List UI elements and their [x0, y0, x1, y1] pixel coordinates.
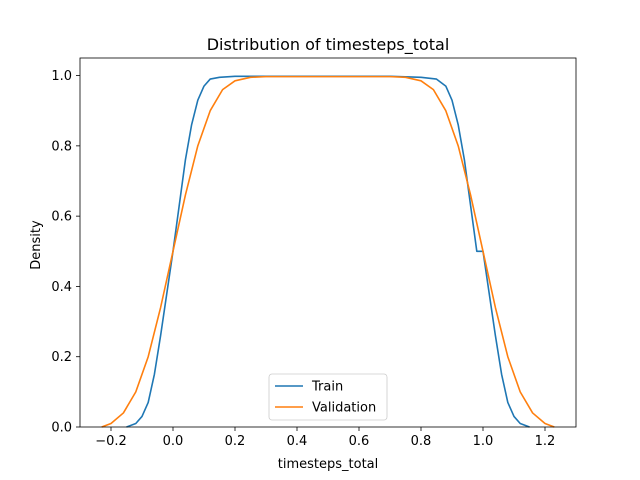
plot-area: −0.2 0.0 0.2 0.4 0.6 0.8 1.0 1.2 0.0 0.2 0.4 0.6 0.8…: [51, 57, 577, 449]
chart-title: Distribution of timesteps_total: [207, 35, 450, 55]
y-tick-label: 0.4: [51, 280, 72, 295]
legend-label-train: Train: [311, 380, 343, 395]
x-tick-label: 1.0: [473, 434, 494, 449]
y-tick-label: 0.8: [51, 139, 72, 154]
x-tick-label: 0.2: [225, 434, 246, 449]
x-tick-label: 0.4: [287, 434, 308, 449]
y-tick-label: 1.0: [51, 69, 72, 84]
legend: Train Validation: [268, 373, 388, 421]
x-tick-label: 1.2: [535, 434, 556, 449]
x-tick-label: 0.6: [349, 434, 370, 449]
y-tick-label: 0.0: [51, 421, 72, 436]
x-tick-label: 0.8: [411, 434, 432, 449]
y-axis-label: Density: [29, 220, 44, 270]
x-axis-label: timesteps_total: [278, 457, 379, 472]
x-tick-label: −0.2: [95, 434, 127, 449]
y-tick-label: 0.2: [51, 350, 72, 365]
y-tick-label: 0.6: [51, 210, 72, 225]
legend-label-validation: Validation: [312, 401, 376, 416]
axes-frame: [79, 57, 577, 428]
x-tick-label: 0.0: [163, 434, 184, 449]
series-line-validation: [101, 75, 555, 428]
